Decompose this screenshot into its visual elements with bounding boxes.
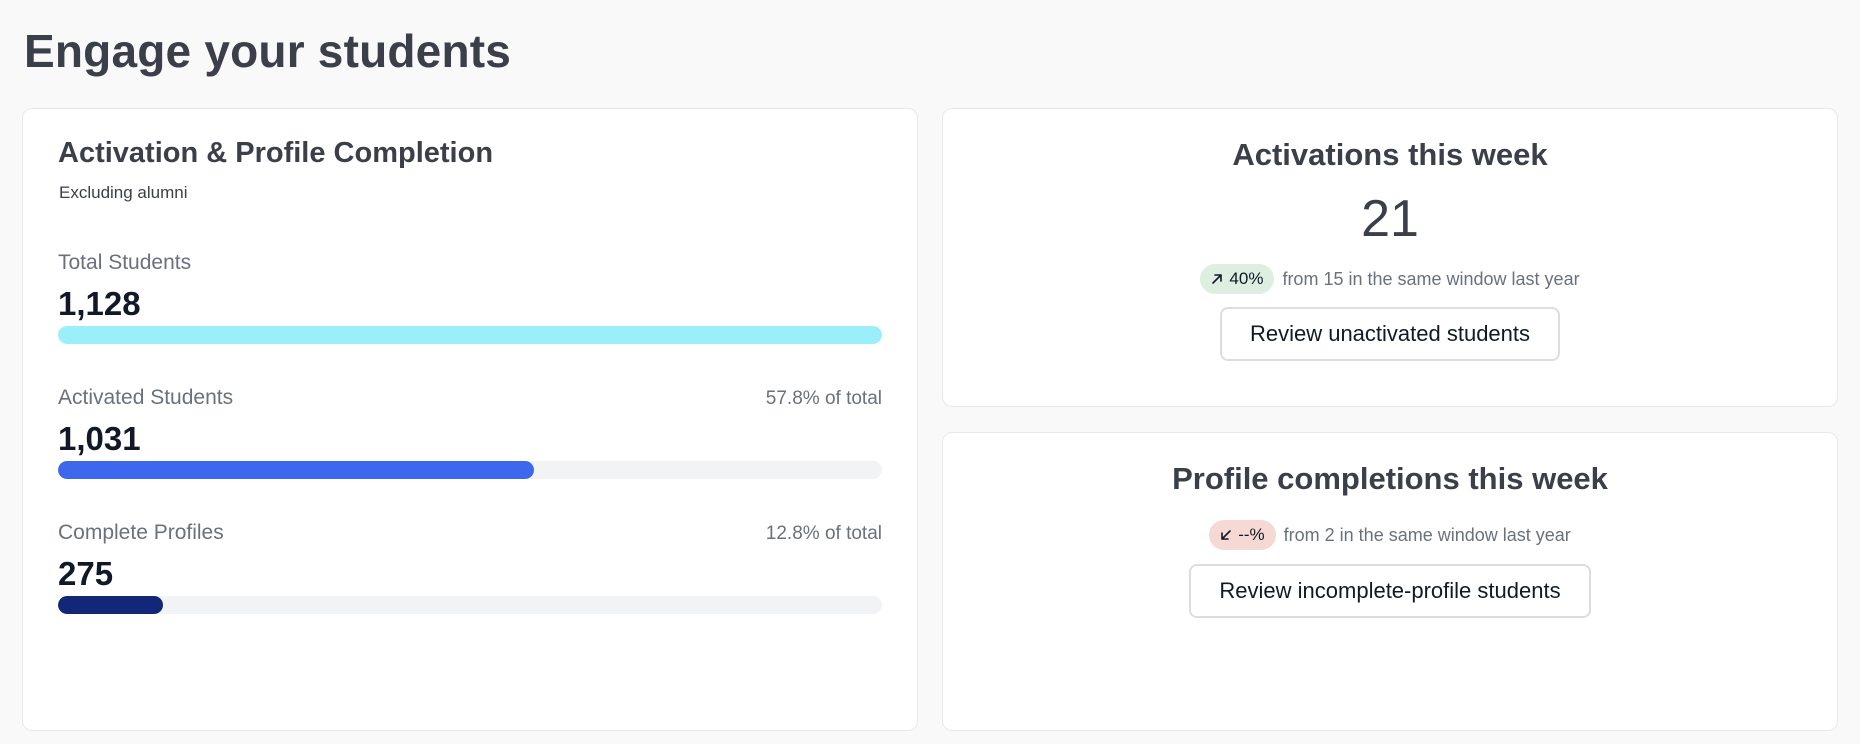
activations-card: Activations this week 21 40% from 15 in … xyxy=(942,108,1838,407)
arrow-down-left-icon xyxy=(1220,529,1232,541)
review-unactivated-button[interactable]: Review unactivated students xyxy=(1219,307,1561,361)
comparison-text: from 15 in the same window last year xyxy=(1282,268,1580,289)
card-subtitle: Excluding alumni xyxy=(59,183,188,202)
delta-value: 40% xyxy=(1229,269,1264,288)
progress-fill xyxy=(58,461,535,479)
metric-percent: 57.8% of total xyxy=(765,388,882,409)
progress-track xyxy=(58,596,882,614)
metric-value: 1,128 xyxy=(58,285,141,322)
profile-completions-title: Profile completions this week xyxy=(1172,461,1608,496)
metric-activated-students: Activated Students 57.8% of total 1,031 xyxy=(58,386,882,496)
progress-track xyxy=(58,326,882,344)
progress-track xyxy=(58,461,882,479)
metric-label: Activated Students xyxy=(58,386,234,409)
metric-value: 275 xyxy=(58,555,114,592)
progress-fill xyxy=(58,326,882,344)
activations-title: Activations this week xyxy=(1232,137,1548,172)
metric-label: Total Students xyxy=(58,251,192,274)
activations-count: 21 xyxy=(1361,190,1419,248)
activation-profile-card: Activation & Profile Completion Excludin… xyxy=(22,108,918,731)
arrow-up-right-icon xyxy=(1211,273,1223,285)
metric-percent: 12.8% of total xyxy=(765,523,882,544)
metric-complete-profiles: Complete Profiles 12.8% of total 275 xyxy=(58,521,882,631)
delta-value: --% xyxy=(1238,525,1265,544)
button-wrap: Review incomplete-profile students xyxy=(943,564,1837,618)
activations-delta-row: 40% from 15 in the same window last year xyxy=(943,264,1837,294)
profiles-delta-row: --% from 2 in the same window last year xyxy=(943,520,1837,550)
page-title: Engage your students xyxy=(24,25,512,77)
profile-completions-card: Profile completions this week --% from 2… xyxy=(942,432,1838,731)
metric-total-students: Total Students 1,128 xyxy=(58,251,882,361)
button-wrap: Review unactivated students xyxy=(943,307,1837,361)
comparison-text: from 2 in the same window last year xyxy=(1283,524,1571,545)
review-incomplete-profile-button[interactable]: Review incomplete-profile students xyxy=(1189,564,1591,618)
metric-value: 1,031 xyxy=(58,420,141,457)
metric-label: Complete Profiles xyxy=(58,521,224,544)
progress-fill xyxy=(58,596,164,614)
delta-badge-up: 40% xyxy=(1200,264,1275,294)
card-title: Activation & Profile Completion xyxy=(58,137,494,169)
delta-badge-down: --% xyxy=(1209,520,1276,550)
